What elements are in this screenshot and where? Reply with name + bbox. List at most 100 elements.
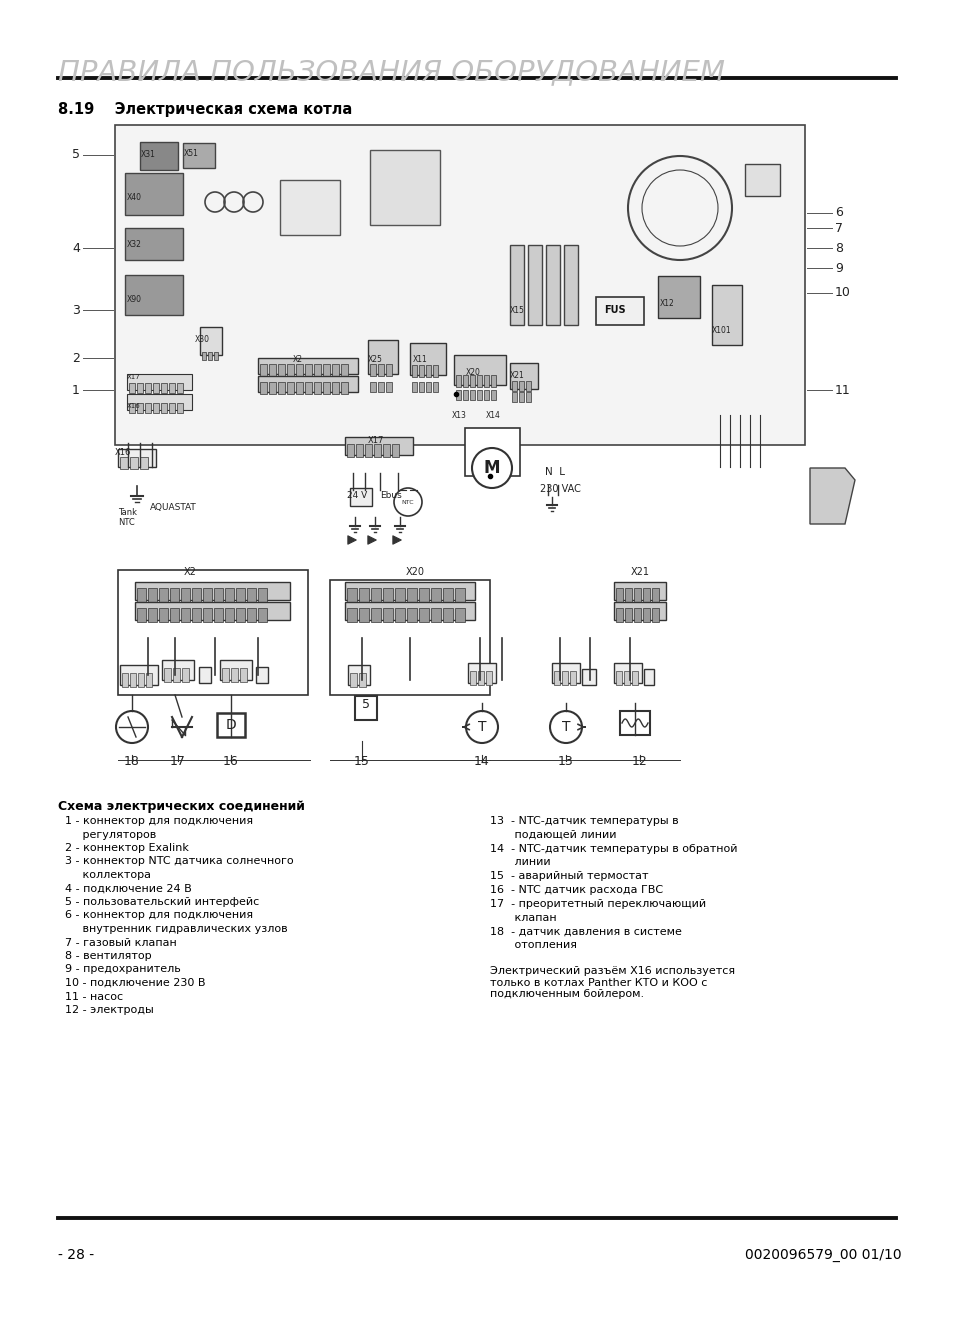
Bar	[347, 587, 356, 602]
Bar	[295, 364, 303, 376]
Bar	[431, 607, 440, 622]
Bar	[358, 587, 369, 602]
Bar	[512, 381, 517, 391]
Bar	[407, 607, 416, 622]
Circle shape	[550, 711, 581, 743]
Text: 2: 2	[72, 351, 80, 364]
Bar	[332, 364, 338, 376]
Bar	[370, 364, 375, 376]
Text: X20: X20	[465, 368, 480, 377]
Text: ПРАВИЛА ПОЛЬЗОВАНИЯ ОБОРУДОВАНИЕМ: ПРАВИЛА ПОЛЬЗОВАНИЯ ОБОРУДОВАНИЕМ	[58, 58, 724, 86]
Text: 12: 12	[632, 755, 647, 768]
Bar	[183, 144, 214, 167]
Bar	[491, 375, 496, 387]
Bar	[462, 375, 468, 387]
Bar	[348, 664, 370, 684]
Bar	[525, 381, 531, 391]
Bar	[634, 607, 640, 622]
Text: 4 - подключение 24 В: 4 - подключение 24 В	[58, 884, 192, 893]
Text: 11: 11	[834, 384, 850, 396]
Bar	[433, 365, 437, 377]
Bar	[140, 457, 148, 469]
Bar	[470, 671, 476, 684]
Text: линии: линии	[490, 857, 550, 868]
Text: X2: X2	[293, 355, 303, 364]
Text: AQUASTAT: AQUASTAT	[150, 502, 196, 512]
Bar	[138, 672, 144, 687]
Text: X40: X40	[127, 193, 142, 202]
Bar	[247, 587, 255, 602]
Bar	[255, 667, 268, 683]
Text: X25: X25	[368, 355, 382, 364]
Bar	[596, 296, 643, 326]
Bar	[177, 383, 183, 393]
Bar	[170, 587, 179, 602]
Text: 5 - пользовательский интерфейс: 5 - пользовательский интерфейс	[58, 897, 259, 906]
Bar	[518, 381, 523, 391]
Bar	[314, 364, 320, 376]
Text: отопления: отопления	[490, 940, 577, 950]
Text: 6 - коннектор для подключения: 6 - коннектор для подключения	[58, 910, 253, 921]
Text: внутренник гидравлических узлов: внутренник гидравлических узлов	[58, 924, 287, 934]
Bar	[169, 403, 174, 413]
Bar	[456, 375, 460, 387]
Bar	[485, 671, 492, 684]
Text: 18: 18	[124, 755, 140, 768]
Bar	[418, 381, 423, 392]
Bar	[159, 587, 168, 602]
Bar	[711, 284, 741, 346]
Bar	[164, 668, 171, 682]
Text: NTC: NTC	[401, 500, 414, 505]
Bar	[464, 428, 519, 476]
Bar	[159, 607, 168, 622]
Circle shape	[472, 448, 512, 488]
Bar	[350, 672, 356, 687]
Bar	[510, 363, 537, 389]
FancyArrowPatch shape	[368, 536, 375, 544]
Bar	[624, 607, 631, 622]
Text: X16: X16	[127, 403, 141, 409]
Bar	[125, 173, 183, 215]
Text: 230 VAC: 230 VAC	[539, 484, 580, 494]
Text: 7: 7	[834, 222, 842, 234]
Bar	[386, 364, 392, 376]
Text: 16  - NTC датчик расхода ГВС: 16 - NTC датчик расхода ГВС	[490, 885, 662, 894]
Bar	[257, 587, 267, 602]
Bar	[407, 587, 416, 602]
Bar	[118, 570, 308, 695]
Bar	[347, 444, 354, 457]
Bar	[345, 437, 413, 455]
Bar	[130, 672, 136, 687]
Bar	[213, 352, 218, 360]
Bar	[616, 607, 622, 622]
Bar	[642, 607, 649, 622]
Bar	[269, 364, 275, 376]
Bar	[382, 607, 393, 622]
Text: 5: 5	[361, 698, 370, 711]
Bar	[216, 712, 245, 738]
Circle shape	[394, 488, 421, 516]
Text: X90: X90	[127, 295, 142, 304]
Text: X14: X14	[485, 411, 500, 420]
Bar	[137, 607, 146, 622]
Bar	[616, 671, 621, 684]
Bar	[277, 364, 285, 376]
Bar	[222, 668, 229, 682]
Bar	[368, 340, 397, 373]
Bar	[658, 276, 700, 318]
Bar	[631, 671, 638, 684]
Bar	[277, 381, 285, 393]
Text: Схема электрических соединений: Схема электрических соединений	[58, 800, 305, 813]
Text: 18  - датчик давления в системе: 18 - датчик давления в системе	[490, 926, 681, 937]
Bar	[280, 179, 339, 235]
Text: 13: 13	[558, 755, 574, 768]
Bar	[651, 607, 659, 622]
Bar	[148, 607, 157, 622]
Bar	[569, 671, 576, 684]
Bar	[182, 668, 189, 682]
Bar	[235, 587, 245, 602]
Text: 4: 4	[72, 242, 80, 254]
Bar	[220, 661, 252, 680]
Bar	[146, 672, 152, 687]
Text: X101: X101	[711, 326, 731, 335]
